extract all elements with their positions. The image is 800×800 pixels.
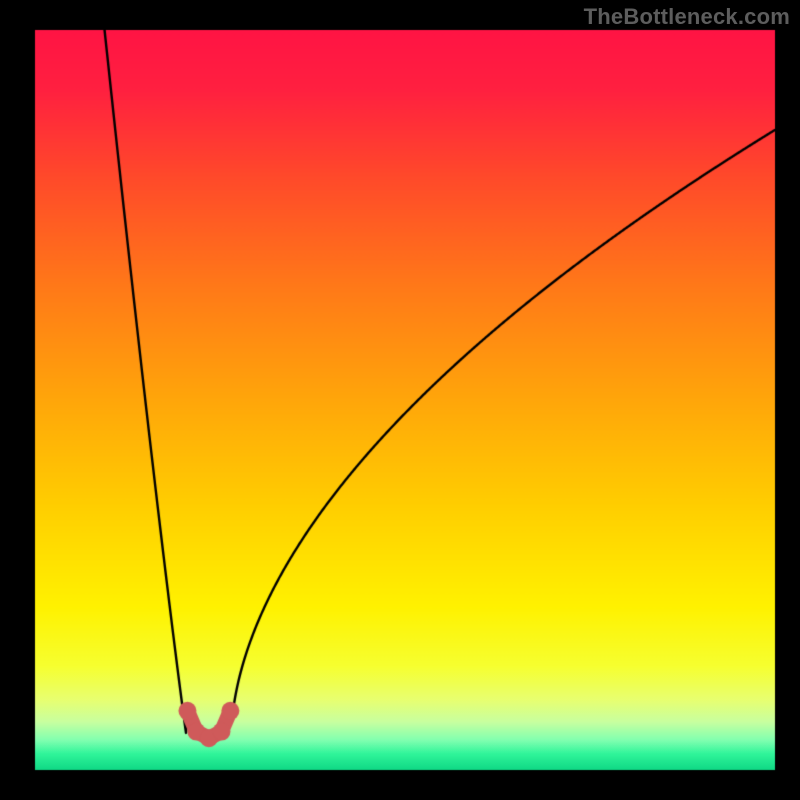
bottleneck-curve-chart — [0, 0, 800, 800]
watermark-label: TheBottleneck.com — [584, 4, 790, 30]
